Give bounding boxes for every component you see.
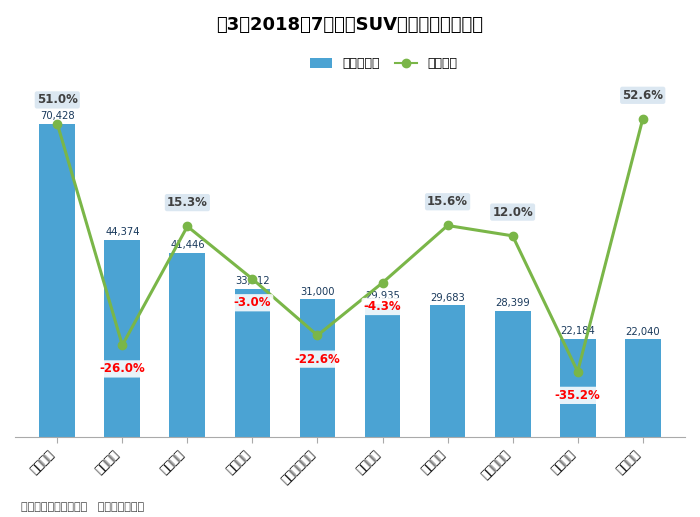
Text: 31,000: 31,000 xyxy=(300,287,335,297)
Text: 28,399: 28,399 xyxy=(495,298,530,308)
Text: 51.0%: 51.0% xyxy=(37,94,78,107)
Text: 22,040: 22,040 xyxy=(625,327,660,337)
Bar xyxy=(495,311,531,437)
Text: 70,428: 70,428 xyxy=(40,112,75,121)
Bar xyxy=(39,124,75,437)
Bar xyxy=(625,339,661,437)
Text: 41,446: 41,446 xyxy=(170,240,204,250)
Text: 15.3%: 15.3% xyxy=(167,196,208,209)
Text: -3.0%: -3.0% xyxy=(234,296,271,309)
Text: 12.0%: 12.0% xyxy=(492,206,533,219)
Text: 33,412: 33,412 xyxy=(235,276,270,286)
Text: 来源：乘联会批发销量   整理：盖世汽车: 来源：乘联会批发销量 整理：盖世汽车 xyxy=(21,502,144,512)
Text: 29,935: 29,935 xyxy=(365,292,400,301)
Text: 15.6%: 15.6% xyxy=(427,195,468,208)
Bar xyxy=(169,253,205,437)
Text: -26.0%: -26.0% xyxy=(99,362,145,375)
Legend: 销量（辆）, 同比变化: 销量（辆）, 同比变化 xyxy=(304,52,462,75)
Bar xyxy=(560,339,596,437)
Bar xyxy=(104,240,140,437)
Bar xyxy=(365,304,400,437)
Bar xyxy=(430,305,466,437)
Bar xyxy=(234,288,270,437)
Text: 22,184: 22,184 xyxy=(560,326,595,336)
Text: -4.3%: -4.3% xyxy=(364,300,401,313)
Bar xyxy=(300,299,335,437)
Text: -35.2%: -35.2% xyxy=(555,389,601,402)
Text: 52.6%: 52.6% xyxy=(622,89,663,102)
Text: 29,683: 29,683 xyxy=(430,293,465,302)
Text: 44,374: 44,374 xyxy=(105,227,139,237)
Text: 图3、2018年7月国内SUV前十企业销量变化: 图3、2018年7月国内SUV前十企业销量变化 xyxy=(216,16,484,34)
Text: -22.6%: -22.6% xyxy=(295,353,340,366)
